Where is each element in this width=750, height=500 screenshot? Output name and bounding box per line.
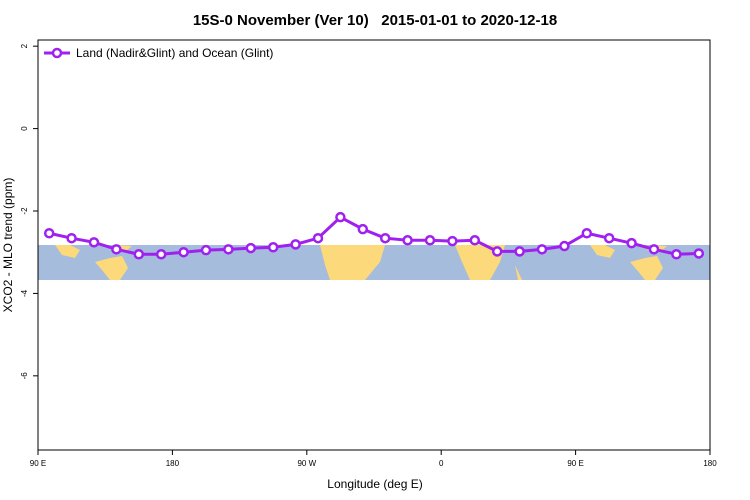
data-point <box>312 232 324 244</box>
data-point <box>357 223 369 235</box>
legend-marker <box>51 47 63 59</box>
x-tick-label: 0 <box>439 459 444 468</box>
data-point <box>290 239 301 250</box>
y-axis-label: XCO2 - MLO trend (ppm) <box>1 178 15 313</box>
data-point <box>671 249 682 260</box>
plot-frame <box>37 39 711 451</box>
y-tick-label: 0 <box>20 126 29 131</box>
data-point <box>536 244 548 255</box>
data-point <box>514 246 525 257</box>
x-tick-label: 90 W <box>297 459 316 468</box>
data-point <box>155 249 167 260</box>
x-tick-label: 90 E <box>30 459 46 468</box>
x-tick-label: 90 E <box>567 459 583 468</box>
map-background <box>38 245 710 280</box>
legend-label: Land (Nadir&Glint) and Ocean (Glint) <box>76 46 273 60</box>
data-point <box>178 246 189 258</box>
data-point <box>111 244 122 255</box>
data-point <box>581 228 593 239</box>
data-point <box>693 248 705 259</box>
y-tick-label: -2 <box>20 207 29 215</box>
x-tick-label: 180 <box>703 459 717 468</box>
data-point <box>200 244 212 256</box>
data-point <box>559 240 570 252</box>
data-point <box>223 244 234 255</box>
data-point <box>469 235 481 246</box>
data-point <box>88 237 100 248</box>
data-point <box>603 232 615 244</box>
data-point <box>491 246 503 257</box>
chart-title: 15S-0 November (Ver 10) 2015-01-01 to 20… <box>193 12 557 29</box>
y-tick-label: 2 <box>20 43 29 48</box>
x-tick-label: 180 <box>166 459 180 468</box>
data-point <box>402 235 413 246</box>
data-point <box>245 242 257 254</box>
data-point <box>335 211 346 223</box>
data-point <box>424 235 436 246</box>
y-tick-label: -6 <box>20 372 29 380</box>
data-point <box>379 232 391 244</box>
data-point <box>626 237 637 249</box>
data-point <box>133 249 145 260</box>
data-point <box>66 232 77 244</box>
data-point <box>43 228 55 239</box>
x-axis-label: Longitude (deg E) <box>327 477 422 491</box>
data-point <box>267 242 279 253</box>
data-point <box>648 244 660 255</box>
data-point <box>447 235 458 247</box>
y-tick-label: -4 <box>20 289 29 297</box>
